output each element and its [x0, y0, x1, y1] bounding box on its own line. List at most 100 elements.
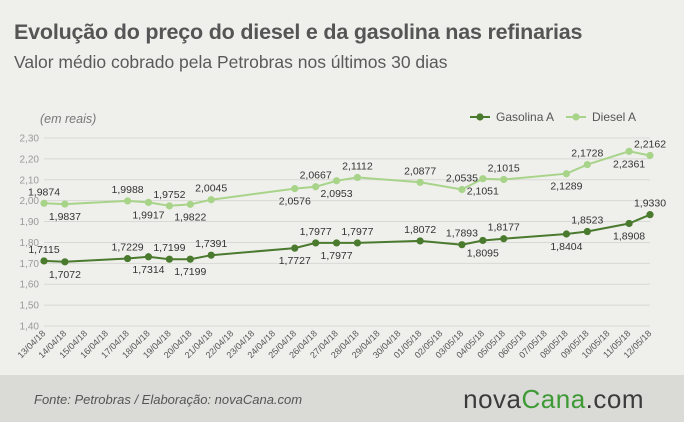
- data-label: 2,0576: [279, 196, 311, 208]
- data-point: [123, 254, 132, 263]
- data-label: 1,7391: [195, 238, 227, 250]
- data-point: [583, 227, 591, 236]
- data-point: [416, 237, 424, 245]
- data-point: [416, 178, 424, 186]
- data-point: [353, 239, 362, 247]
- footer: Fonte: Petrobras / Elaboração: novaCana.…: [0, 375, 684, 422]
- chart-subtitle: Valor médio cobrado pela Petrobras nos ú…: [14, 52, 448, 72]
- y-tick-label: 2,00: [20, 196, 40, 207]
- y-tick-label: 1,40: [20, 322, 40, 333]
- data-point: [458, 241, 466, 249]
- data-point: [500, 235, 508, 243]
- data-label: 2,1289: [550, 181, 582, 193]
- data-point: [312, 183, 320, 191]
- data-label: 2,1015: [488, 162, 520, 174]
- data-point: [583, 160, 591, 169]
- data-label: 2,0953: [320, 188, 352, 200]
- data-label: 1,7229: [112, 242, 144, 254]
- data-point: [165, 255, 173, 263]
- data-label: 1,8095: [467, 247, 499, 259]
- data-label: 2,1112: [342, 160, 373, 172]
- data-label: 1,8404: [550, 241, 582, 253]
- legend-marker: [476, 113, 484, 121]
- data-label: 1,9330: [634, 198, 666, 210]
- data-point: [40, 199, 48, 207]
- data-point: [186, 200, 194, 208]
- y-tick-label: 1,60: [20, 280, 40, 291]
- legend-marker: [572, 113, 580, 121]
- y-tick-label: 1,80: [20, 238, 40, 249]
- data-label: 2,1728: [571, 148, 603, 160]
- logo-suffix: .com: [585, 384, 644, 414]
- data-point: [479, 236, 487, 245]
- data-label: 1,7115: [28, 244, 59, 256]
- data-label: 2,1051: [467, 186, 499, 198]
- logo-prefix: nova: [463, 384, 522, 414]
- data-label: 1,7977: [320, 250, 352, 262]
- source-text: Fonte: Petrobras / Elaboração: novaCana.…: [34, 392, 303, 407]
- y-tick-label: 1,90: [20, 217, 40, 228]
- chart-title: Evolução do preço do diesel e da gasolin…: [14, 20, 583, 44]
- chart-header: Evolução do preço do diesel e da gasolin…: [14, 20, 674, 72]
- data-label: 2,0045: [195, 183, 227, 195]
- data-point: [625, 147, 633, 155]
- data-point: [562, 170, 571, 178]
- data-label: 2,2162: [634, 139, 666, 151]
- data-label: 1,7727: [279, 255, 311, 267]
- data-label: 1,7199: [174, 266, 206, 278]
- data-point: [646, 151, 654, 160]
- y-tick-label: 2,10: [20, 175, 40, 186]
- data-label: 1,8177: [488, 222, 520, 234]
- data-point: [207, 196, 215, 204]
- y-tick-label: 1,50: [20, 301, 40, 312]
- data-point: [291, 244, 299, 252]
- data-label: 2,0667: [300, 170, 332, 182]
- data-label: 1,9988: [112, 184, 144, 196]
- unit-label: (em reais): [40, 112, 97, 126]
- data-point: [312, 239, 320, 247]
- data-label: 1,7314: [132, 264, 164, 276]
- data-label: 1,9837: [49, 211, 81, 223]
- data-label: 1,7977: [300, 226, 332, 238]
- data-label: 1,9874: [28, 186, 60, 198]
- data-label: 1,7072: [49, 269, 81, 281]
- data-point: [61, 258, 69, 266]
- data-label: 1,9917: [132, 209, 164, 221]
- data-point: [458, 185, 466, 194]
- data-point: [562, 230, 571, 238]
- data-point: [40, 257, 48, 265]
- data-point: [479, 175, 487, 183]
- data-point: [207, 251, 215, 259]
- data-point: [186, 255, 194, 263]
- data-point: [332, 177, 341, 185]
- novacana-logo: novaCana.com: [463, 384, 644, 415]
- data-label: 1,9752: [153, 189, 185, 201]
- data-label: 1,8072: [404, 224, 436, 236]
- data-point: [144, 198, 153, 207]
- data-point: [500, 175, 508, 184]
- data-point: [353, 173, 362, 182]
- legend-label: Diesel A: [592, 110, 636, 124]
- data-label: 1,9822: [174, 211, 206, 223]
- data-label: 1,7977: [341, 226, 373, 238]
- data-point: [332, 239, 341, 247]
- data-point: [61, 200, 69, 208]
- data-point: [165, 202, 173, 210]
- data-label: 1,8523: [571, 215, 603, 227]
- logo-accent: Cana: [521, 384, 586, 414]
- data-point: [646, 211, 654, 219]
- data-label: 2,0535: [446, 172, 478, 184]
- data-point: [144, 253, 153, 261]
- data-point: [625, 219, 633, 228]
- data-point: [291, 185, 299, 193]
- line-chart: 1,40 1,50 1,60 1,70 1,80 1,90 2,00 2,10 2,20 2,30…: [16, 110, 667, 360]
- y-tick-label: 2,20: [20, 154, 40, 165]
- data-label: 1,8908: [613, 230, 645, 242]
- data-label: 1,7199: [153, 242, 185, 254]
- y-tick-label: 2,30: [20, 134, 40, 145]
- data-label: 2,2361: [613, 158, 645, 170]
- legend-label: Gasolina A: [496, 110, 554, 124]
- data-point: [123, 197, 132, 205]
- data-label: 1,7893: [446, 228, 478, 240]
- y-tick-label: 1,70: [20, 259, 40, 270]
